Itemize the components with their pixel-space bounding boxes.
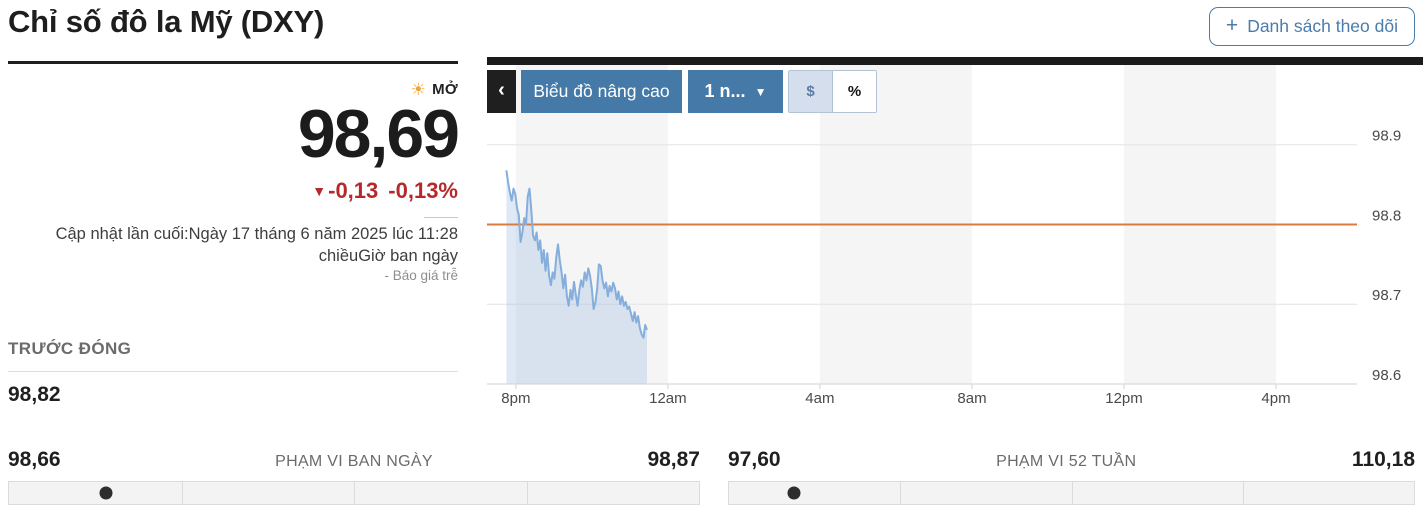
day-range: 98,66 PHẠM VI BAN NGÀY 98,87 (8, 448, 700, 505)
range-tick (900, 482, 902, 504)
week52-range-dot (787, 486, 801, 500)
down-arrow-icon: ▼ (312, 183, 327, 199)
last-updated-line1: Cập nhật lần cuối:Ngày 17 tháng 6 năm 20… (55, 225, 458, 243)
plus-icon: + (1225, 14, 1239, 37)
interval-label: 1 n... (704, 81, 746, 101)
prev-close-value: 98,82 (8, 383, 61, 406)
page-title: Chỉ số đô la Mỹ (DXY) (8, 4, 325, 39)
last-updated: Cập nhật lần cuối:Ngày 17 tháng 6 năm 20… (0, 223, 458, 267)
chevron-down-icon: ▼ (754, 84, 767, 99)
x-axis-label: 12pm (1105, 390, 1143, 407)
change-value: -0,13 (328, 178, 379, 203)
chevron-left-icon: ‹ (498, 79, 505, 101)
price-chart-svg: 8pm 12am 4am 8am 12pm 4pm 98.9 98.8 98.7 98.6 (487, 65, 1401, 407)
sun-icon: ☀ (410, 80, 427, 99)
range-tick (526, 482, 528, 504)
area-fill (506, 170, 647, 384)
market-status-label: MỞ (432, 81, 458, 98)
x-axis-label: 8pm (501, 390, 530, 407)
y-axis-label: 98.8 (1372, 208, 1401, 225)
day-range-dot (99, 486, 113, 500)
prev-close-label: TRƯỚC ĐÓNG (8, 339, 132, 358)
dollar-toggle[interactable]: $ (789, 71, 833, 112)
add-watchlist-button[interactable]: + Danh sách theo dõi (1208, 7, 1415, 46)
y-axis-label: 98.7 (1372, 287, 1401, 304)
title-divider (8, 61, 458, 64)
updated-divider (424, 217, 458, 218)
day-range-label: PHẠM VI BAN NGÀY (275, 453, 433, 470)
week52-range: 97,60 PHẠM VI 52 TUẦN 110,18 (728, 448, 1415, 505)
week52-range-high: 110,18 (1351, 448, 1415, 471)
unit-toggle: $ % (788, 70, 877, 113)
x-axis-label: 4pm (1261, 390, 1290, 407)
day-range-high: 98,87 (647, 448, 700, 471)
x-axis-label: 12am (649, 390, 687, 407)
week52-range-label: PHẠM VI 52 TUẦN (996, 453, 1137, 470)
price-chart-panel: 8pm 12am 4am 8am 12pm 4pm 98.9 98.8 98.7 98.6 ‹ B… (487, 57, 1423, 413)
market-status: ☀ MỞ (0, 80, 458, 100)
interval-dropdown[interactable]: 1 n... ▼ (688, 70, 783, 113)
late-quote-note: - Báo giá trễ (384, 268, 458, 283)
y-axis-label: 98.6 (1372, 367, 1401, 384)
chart-topbar (487, 57, 1423, 65)
range-tick (1071, 482, 1073, 504)
watchlist-label: Danh sách theo dõi (1247, 16, 1398, 36)
change-percent: -0,13% (388, 178, 458, 203)
collapse-chart-button[interactable]: ‹ (487, 70, 516, 113)
range-tick (1242, 482, 1244, 504)
x-axis-label: 8am (957, 390, 986, 407)
price-change: ▼-0,13 -0,13% (0, 178, 458, 204)
price-line (505, 170, 648, 339)
y-axis-label: 98.9 (1372, 128, 1401, 145)
last-price: 98,69 (297, 96, 460, 172)
range-tick (181, 482, 183, 504)
week52-range-low: 97,60 (728, 448, 781, 471)
day-range-low: 98,66 (8, 448, 61, 471)
week52-range-bar (728, 481, 1415, 505)
percent-toggle[interactable]: % (833, 71, 876, 112)
day-range-bar (8, 481, 700, 505)
last-updated-line2: chiềuGiờ ban ngày (318, 247, 458, 265)
range-tick (354, 482, 355, 504)
prev-close-divider (8, 371, 458, 372)
advanced-chart-button[interactable]: Biểu đồ nâng cao (521, 70, 682, 113)
x-axis-label: 4am (805, 390, 834, 407)
